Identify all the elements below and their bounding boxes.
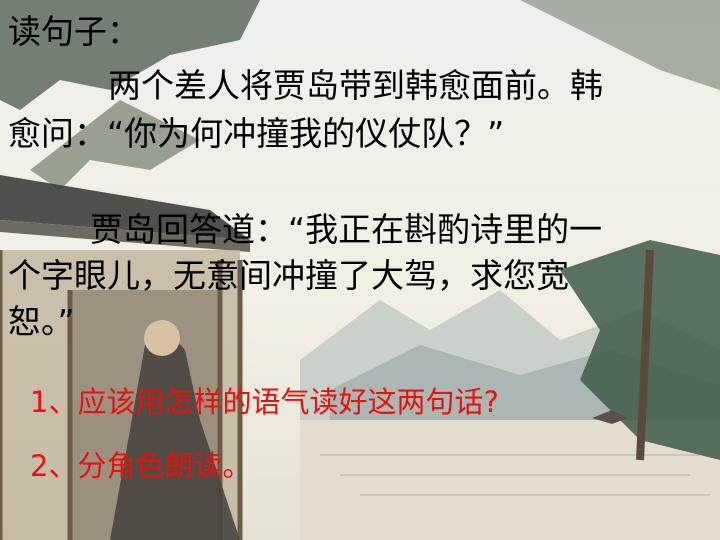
paragraph-1-line-2: 愈问：“你为何冲撞我的仪仗队？” [8,114,505,153]
pine-tree [560,240,720,460]
roof [0,175,250,240]
bird [592,410,628,424]
monk-figure [110,338,240,540]
tree-foliage [30,100,200,190]
question-1: 1、应该用怎样的语气读好这两句话? [30,385,499,419]
paragraph-1-line-1: 两个差人将贾岛带到韩愈面前。韩 [108,66,603,105]
paragraph-2-line-3: 恕。” [8,302,75,341]
monk-head [144,320,180,356]
tree-foliage [520,0,720,90]
question-2: 2、分角色朗读。 [30,449,252,483]
paragraph-2-line-1: 贾岛回答道：“我正在斟酌诗里的一 [90,210,603,249]
tree-foliage [0,0,260,110]
paragraph-2-line-2: 个字眼儿，无意间冲撞了大驾，求您宽 [8,256,569,295]
heading: 读句子： [8,12,140,51]
